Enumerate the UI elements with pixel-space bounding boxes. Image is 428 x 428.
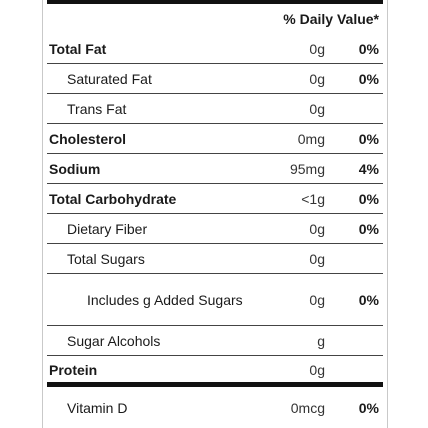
nutrient-row-added-sugars: Includes g Added Sugars 0g 0% [47, 274, 383, 326]
nutrient-amount: <1g [301, 190, 325, 207]
nutrient-row-total-carbohydrate: Total Carbohydrate <1g 0% [47, 184, 383, 214]
nutrient-daily-value: 0% [358, 190, 379, 207]
nutrient-amount: 0g [309, 291, 325, 308]
nutrient-name: Dietary Fiber [67, 220, 148, 237]
top-rule [47, 0, 383, 4]
nutrient-name: Cholesterol [49, 130, 127, 147]
nutrient-amount: 95mg [289, 160, 325, 177]
nutrient-amount: 0g [309, 40, 325, 57]
nutrient-row-cholesterol: Cholesterol 0mg 0% [47, 124, 383, 154]
nutrient-amount: g [317, 332, 325, 349]
nutrient-daily-value: 0% [358, 130, 379, 147]
nutrient-name: Total Sugars [67, 250, 145, 267]
nutrient-row-sugar-alcohols: Sugar Alcohols g [47, 326, 383, 356]
nutrient-row-sodium: Sodium 95mg 4% [47, 154, 383, 184]
nutrient-name: Protein [49, 361, 98, 378]
nutrient-name: Saturated Fat [67, 70, 152, 87]
nutrition-facts-panel: % Daily Value* Total Fat 0g 0% Saturated… [42, 0, 388, 428]
nutrient-name: Total Fat [49, 40, 107, 57]
nutrient-amount: 0g [309, 220, 325, 237]
nutrient-daily-value: 0% [358, 220, 379, 237]
nutrient-row-protein: Protein 0g [47, 356, 383, 383]
nutrient-name: Trans Fat [67, 100, 127, 117]
nutrient-row-total-sugars: Total Sugars 0g [47, 244, 383, 274]
nutrient-name: Sugar Alcohols [67, 332, 161, 349]
nutrient-amount: 0mcg [290, 399, 325, 416]
nutrient-amount: 0g [309, 361, 325, 378]
nutrient-amount: 0g [309, 70, 325, 87]
nutrient-row-trans-fat: Trans Fat 0g [47, 94, 383, 124]
thick-rule [47, 382, 383, 387]
nutrient-daily-value: 0% [358, 291, 379, 308]
nutrient-amount: 0g [309, 100, 325, 117]
nutrient-name: Sodium [49, 160, 101, 177]
nutrient-row-saturated-fat: Saturated Fat 0g 0% [47, 64, 383, 94]
daily-value-header: % Daily Value* [283, 11, 379, 27]
panel-left-border [42, 0, 43, 428]
panel-right-border [387, 0, 388, 428]
nutrient-name: Vitamin D [67, 399, 128, 416]
nutrient-daily-value: 4% [358, 160, 379, 177]
nutrient-row-total-fat: Total Fat 0g 0% [47, 34, 383, 64]
nutrient-name: Includes g Added Sugars [87, 291, 243, 308]
nutrient-amount: 0g [309, 250, 325, 267]
nutrient-amount: 0mg [297, 130, 325, 147]
nutrient-daily-value: 0% [358, 40, 379, 57]
nutrient-row-vitamin-d: Vitamin D 0mcg 0% [47, 387, 383, 428]
nutrient-daily-value: 0% [358, 399, 379, 416]
nutrient-name: Total Carbohydrate [49, 190, 177, 207]
nutrient-row-dietary-fiber: Dietary Fiber 0g 0% [47, 214, 383, 244]
nutrient-daily-value: 0% [358, 70, 379, 87]
